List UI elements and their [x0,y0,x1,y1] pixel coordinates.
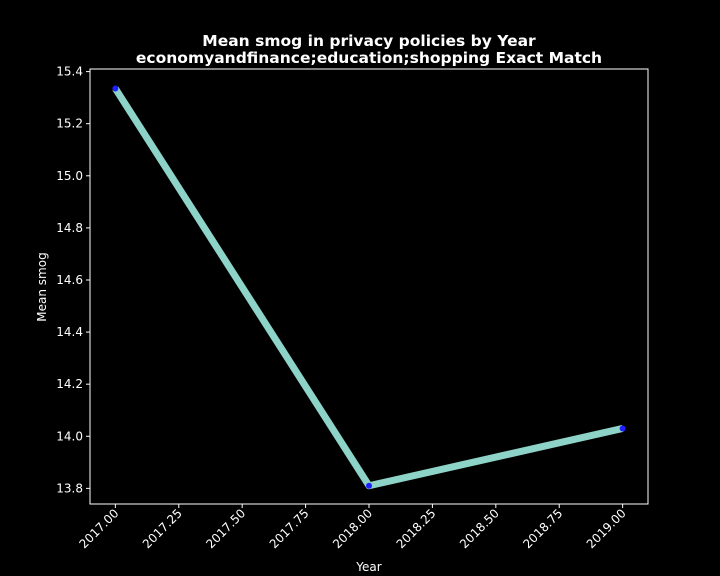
y-tick-label: 15.0 [56,169,83,183]
y-tick-label: 14.0 [56,429,83,443]
y-tick-label: 14.2 [56,377,83,391]
y-tick-label: 15.2 [56,117,83,131]
y-tick-label: 14.4 [56,325,83,339]
y-tick-label: 14.8 [56,221,83,235]
data-point-marker [112,85,119,92]
y-tick-label: 14.6 [56,273,83,287]
chart-subtitle: economyandfinance;education;shopping Exa… [136,49,602,67]
y-axis-ticks: 13.8 14.0 14.2 14.4 14.6 14.8 15.0 15.2 15.4 [56,65,90,495]
x-axis-label: Year [355,560,381,574]
data-point-marker [366,482,372,489]
y-tick-label: 15.4 [56,65,83,79]
chart-title: Mean smog in privacy policies by Year [202,32,536,50]
y-axis-label: Mean smog [35,252,49,321]
series-layer [112,85,626,490]
y-tick-label: 13.8 [56,481,83,495]
data-point-marker [619,425,626,432]
